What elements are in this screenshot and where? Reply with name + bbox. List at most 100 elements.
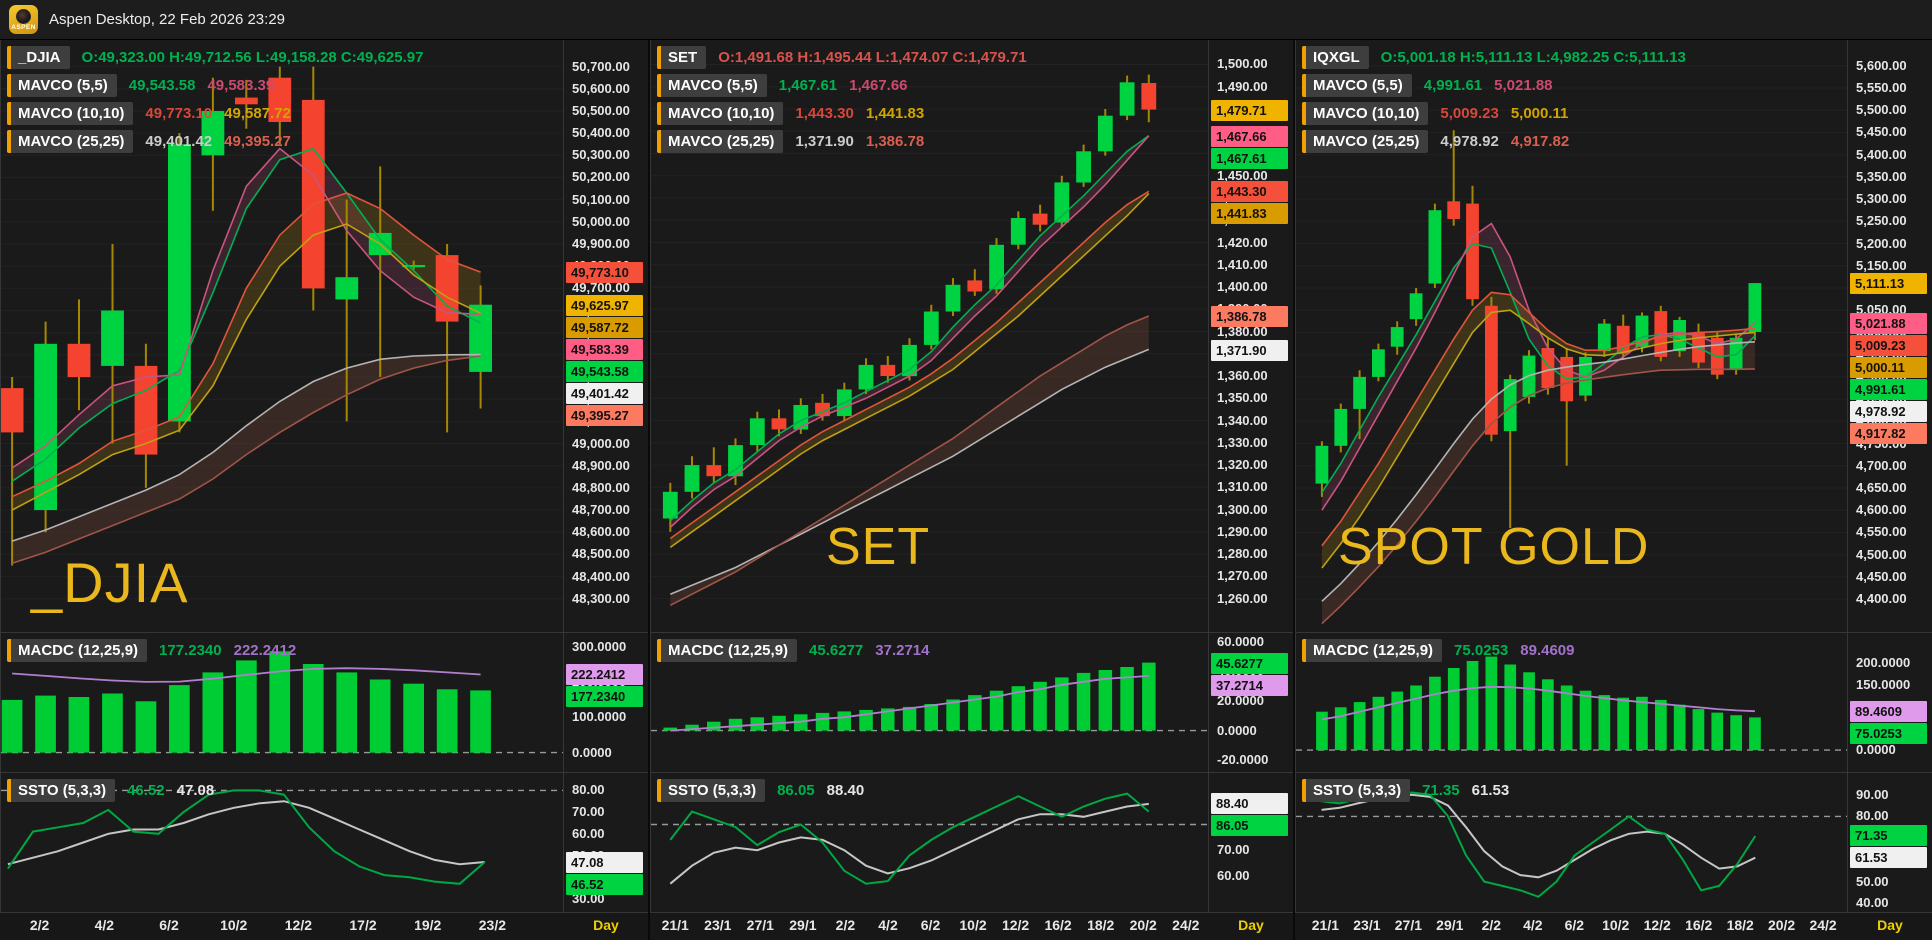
indicator-label-chip[interactable]: MAVCO (10,10) [7, 102, 134, 125]
date-axis-spot-gold[interactable]: 21/1 23/1 27/1 29/1 2/2 4/2 6/2 10/2 12/2 16/2 18/… [1295, 913, 1848, 940]
indicator-label-chip[interactable]: SSTO (5,3,3) [1302, 779, 1411, 802]
legend-label-text: SET [668, 49, 698, 66]
indicator-label-chip[interactable]: IQXGL [1302, 46, 1369, 69]
indicator-label-chip[interactable]: MAVCO (5,5) [7, 74, 117, 97]
indicator-label-chip[interactable]: MAVCO (10,10) [1302, 102, 1429, 125]
price-badge: 88.40 [1211, 792, 1288, 814]
legend-value: 75.0253 [1454, 642, 1509, 659]
candle-body [1485, 305, 1498, 435]
legend-value: 4,917.82 [1510, 133, 1570, 150]
axis-tick-label: 4,600.00 [1856, 502, 1907, 518]
price-axis-spot-gold[interactable]: 5,600.00 5,550.00 5,500.00 5,450.00 5,400.00… [1848, 40, 1932, 633]
macd-bar [1542, 679, 1554, 751]
aspen-app-icon[interactable]: ASPEN [9, 5, 38, 34]
price-badge: 47.08 [566, 851, 643, 873]
legend-label-text: SSTO (5,3,3) [18, 782, 107, 799]
indicator-label-chip[interactable]: _DJIA [7, 46, 70, 69]
price-axis-djia[interactable]: 50,700.00 50,600.00 50,500.00 50,400.00 50,3… [564, 40, 648, 633]
legend-accent-bar [7, 46, 11, 69]
macd-bar [1098, 670, 1113, 731]
timeframe-label[interactable]: Day [1238, 917, 1264, 933]
axis-tick-label: 1,340.00 [1217, 412, 1268, 428]
candle-body [1466, 203, 1479, 300]
axis-tick-label: 1,380.00 [1217, 323, 1268, 339]
indicator-label-chip[interactable]: MACDC (12,25,9) [7, 639, 148, 662]
candle-body [1010, 218, 1026, 245]
macd-bar [1636, 696, 1648, 751]
timeframe-label[interactable]: Day [1877, 917, 1903, 933]
date-label: 29/1 [1436, 917, 1464, 933]
date-label: 6/2 [1564, 917, 1585, 933]
timeframe-label[interactable]: Day [593, 917, 619, 933]
main-chart-set[interactable]: SET SET O:1,491.68 H:1,495.44 L:1,474.07 C… [650, 40, 1209, 633]
macdc-chart-set[interactable]: MACDC (12,25,9) 45.6277 37.2714 [650, 633, 1209, 773]
macdc-axis-djia[interactable]: 300.0000200.0000100.00000.0000222.241217… [564, 633, 648, 773]
ma-line [11, 147, 481, 469]
price-badge: 49,395.27 [566, 404, 643, 426]
ssto-chart-set[interactable]: SSTO (5,3,3) 86.05 88.40 [650, 773, 1209, 913]
main-chart-djia[interactable]: _DJIA _DJIA O:49,323.00 H:49,712.56 L:49,1… [0, 40, 564, 633]
legend-accent-bar [1302, 74, 1306, 97]
legend-value: 49,587.72 [224, 105, 291, 122]
date-axis-djia[interactable]: 2/2 4/2 6/2 10/2 12/2 17/2 19/2 23/2 [0, 913, 564, 940]
indicator-label-chip[interactable]: MACDC (12,25,9) [1302, 639, 1443, 662]
macdc-chart-spot-gold[interactable]: MACDC (12,25,9) 75.0253 89.4609 [1295, 633, 1848, 773]
indicator-label-chip[interactable]: MAVCO (25,25) [657, 130, 784, 153]
indicator-label-chip[interactable]: SSTO (5,3,3) [657, 779, 766, 802]
indicator-label-chip[interactable]: MAVCO (5,5) [1302, 74, 1412, 97]
price-axis-set[interactable]: 1,500.001,490.001,480.001,470.001,460.00… [1209, 40, 1293, 633]
axis-tick-label: 1,300.00 [1217, 501, 1268, 517]
legend-value: 5,000.11 [1510, 105, 1569, 122]
axis-tick-label: 1,490.00 [1217, 78, 1268, 94]
date-label: 29/1 [789, 917, 817, 933]
indicator-label-chip[interactable]: MACDC (12,25,9) [657, 639, 798, 662]
date-axis-set[interactable]: 21/1 23/1 27/1 29/1 2/2 4/2 6/2 10/2 12/2 16/2 18/… [650, 913, 1209, 940]
legend-value: 47.08 [176, 782, 215, 799]
indicator-label-chip[interactable]: MAVCO (10,10) [657, 102, 784, 125]
macdc-chart-djia[interactable]: MACDC (12,25,9) 177.2340 222.2412 [0, 633, 564, 773]
indicator-label-chip[interactable]: MAVCO (5,5) [657, 74, 767, 97]
main-chart-spot-gold[interactable]: SPOT GOLD IQXGL O:5,001.18 H:5,111.13 L:4,… [1295, 40, 1848, 633]
date-label: 24/2 [1809, 917, 1837, 933]
indicator-label-chip[interactable]: MAVCO (25,25) [7, 130, 134, 153]
price-badge: 1,371.90 [1211, 339, 1288, 361]
indicator-label-chip[interactable]: MAVCO (25,25) [1302, 130, 1429, 153]
macdc-svg [1296, 656, 1847, 751]
price-badge: 177.2340 [566, 686, 643, 708]
legend-row: MAVCO (25,25) 1,371.90 1,386.78 [657, 130, 924, 153]
candle-body [880, 364, 896, 376]
ssto-green-line [1321, 791, 1757, 898]
axis-tick-label: 1,500.00 [1217, 56, 1268, 72]
candle-body [1541, 348, 1555, 388]
legend-row: MAVCO (10,10) 5,009.23 5,000.11 [1302, 102, 1568, 125]
ma-line [669, 135, 1150, 528]
axis-tick-label: 1,260.00 [1217, 590, 1268, 606]
ssto-chart-spot-gold[interactable]: SSTO (5,3,3) 71.35 61.53 [1295, 773, 1848, 913]
macd-bar [968, 695, 982, 731]
axis-tick-label: 0.0000 [572, 744, 612, 760]
legend-row: _DJIA O:49,323.00 H:49,712.56 L:49,158.28… [7, 46, 423, 69]
ssto-axis-spot-gold[interactable]: 90.00 80.00 50.00 40.00 71.35 61.53 [1848, 773, 1932, 913]
ma-band [670, 316, 1149, 606]
candle-body [1673, 320, 1686, 352]
macd-bar [135, 701, 157, 753]
macd-bar [1485, 656, 1498, 751]
legend-accent-bar [1302, 779, 1306, 802]
legend-row: SET O:1,491.68 H:1,495.44 L:1,474.07 C:1,… [657, 46, 1027, 69]
legend-label-text: SSTO (5,3,3) [668, 782, 757, 799]
candle-body [1409, 293, 1423, 320]
indicator-label-chip[interactable]: SET [657, 46, 707, 69]
legend-value: 222.2412 [233, 642, 297, 659]
macdc-axis-spot-gold[interactable]: 200.0000150.0000100.00000.000089.460975.… [1848, 633, 1932, 773]
legend-value: 1,386.78 [865, 133, 925, 150]
ssto-chart-djia[interactable]: SSTO (5,3,3) 46.52 47.08 [0, 773, 564, 913]
legend-value: 46.52 [127, 782, 165, 799]
indicator-label-chip[interactable]: SSTO (5,3,3) [7, 779, 116, 802]
macdc-axis-set[interactable]: 60.000040.000020.00000.0000-20.000045.62… [1209, 633, 1293, 773]
legend-value: 1,443.30 [795, 105, 854, 122]
macd-bar [269, 651, 291, 753]
axis-tick-label: 4,450.00 [1856, 568, 1907, 584]
candle-body [923, 311, 939, 345]
